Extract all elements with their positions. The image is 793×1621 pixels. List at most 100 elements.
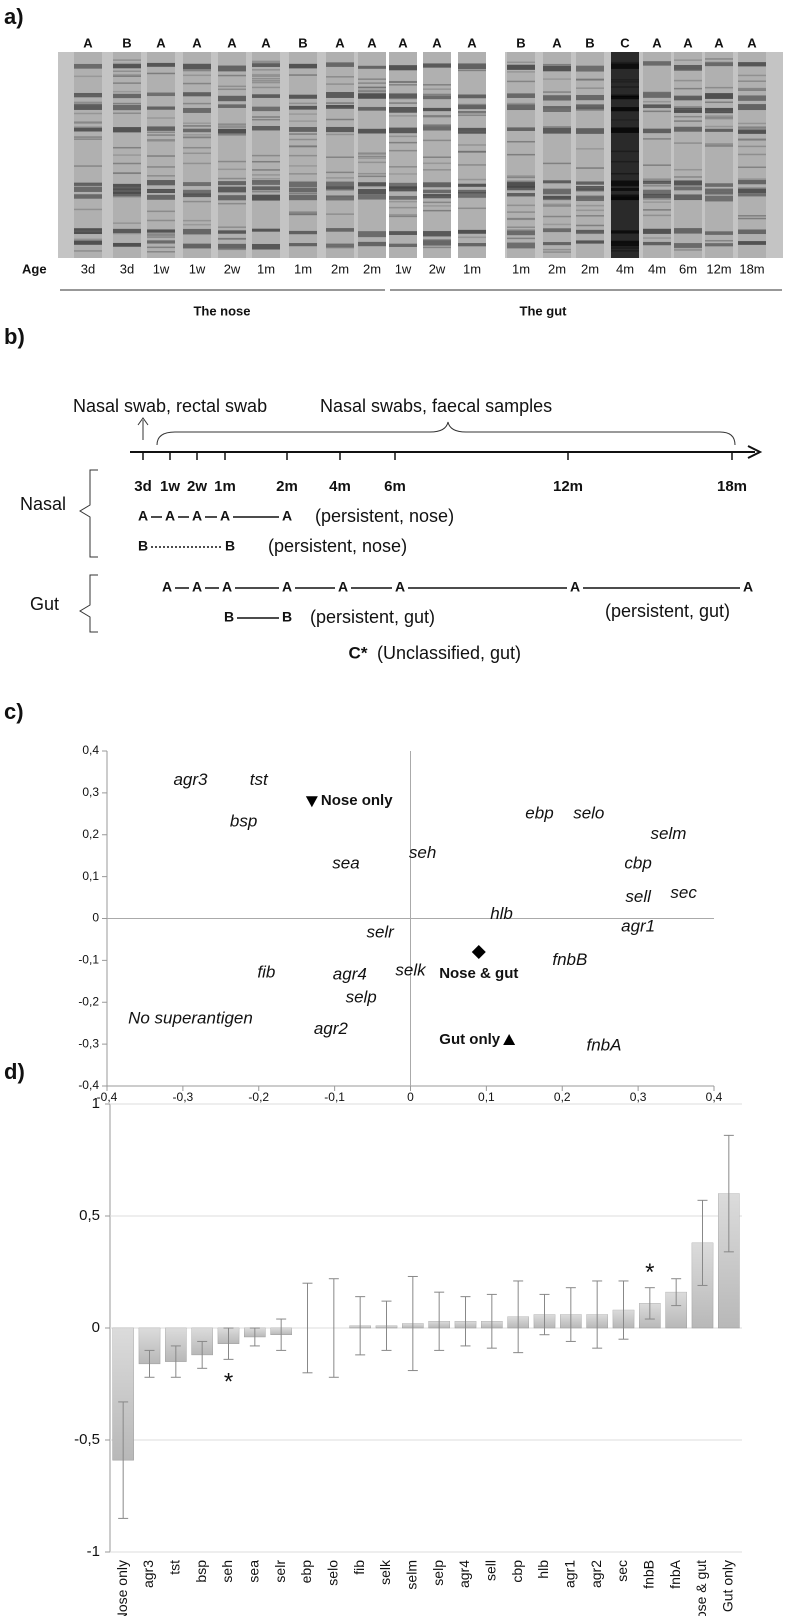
variable-label: cbp [624, 854, 651, 873]
gel-band [358, 195, 386, 200]
gel-band [507, 205, 535, 207]
gel-band [458, 184, 486, 187]
lane-age: 2w [224, 261, 241, 276]
gel-band [147, 155, 175, 157]
gel-band [289, 145, 317, 147]
gel-band [507, 65, 535, 70]
y-tick-label: 0,2 [82, 827, 99, 841]
gel-band [576, 79, 604, 81]
age-label: Age [22, 261, 47, 276]
strain: A [395, 579, 405, 595]
variable-label: sec [670, 883, 697, 902]
x-tick-label: selo [325, 1560, 341, 1586]
gel-band [326, 187, 354, 190]
gel-band [705, 62, 733, 64]
gel-band [738, 180, 766, 184]
gel-band [289, 173, 317, 175]
strain: A [743, 579, 753, 595]
gel-band [389, 244, 417, 247]
gel-band [113, 187, 141, 189]
gel-band [674, 59, 702, 61]
gel-band [74, 126, 102, 128]
gel-band [358, 78, 386, 80]
gel-band [358, 129, 386, 134]
figure: a) b) c) d) Age The nose The gut Nasal s… [0, 0, 793, 1616]
gel-band [458, 208, 486, 210]
gel-band [674, 130, 702, 132]
time-label: 1w [160, 478, 180, 495]
gel-band [611, 243, 639, 245]
gel-band [611, 250, 639, 252]
gel-band [389, 98, 417, 100]
bracket [80, 470, 98, 557]
gel-band [252, 155, 280, 157]
gel-band [74, 194, 102, 198]
x-tick-label: fnbA [667, 1559, 683, 1588]
gel-band [252, 244, 280, 250]
gel-band [705, 117, 733, 119]
gel-band [576, 181, 604, 184]
gel-band [183, 201, 211, 203]
gel-band [326, 103, 354, 105]
x-tick-label: selr [272, 1560, 288, 1583]
gel-band [458, 104, 486, 106]
sampling-label: Nasal swabs, faecal samples [320, 396, 552, 416]
gel-band [423, 247, 451, 249]
x-tick-label: selm [404, 1560, 420, 1590]
gel-band [507, 176, 535, 178]
gel-band [113, 196, 141, 198]
gel-band [183, 64, 211, 70]
gel-band [74, 239, 102, 241]
row-note: (persistent, nose) [268, 536, 407, 556]
x-tick-label: -0,3 [173, 1090, 194, 1104]
gel-band [543, 126, 571, 128]
gel-band [289, 74, 317, 76]
gel-band [218, 133, 246, 135]
gel-band [289, 213, 317, 215]
gel-band [218, 96, 246, 101]
gel-band [74, 240, 102, 244]
gel-band [543, 231, 571, 233]
gel-band [507, 229, 535, 231]
lane-age: 18m [739, 261, 764, 276]
gel-band [705, 144, 733, 146]
gel-band [611, 188, 639, 191]
gel-band [576, 148, 604, 150]
row-note: (persistent, gut) [310, 607, 435, 627]
gel-band [423, 140, 451, 142]
y-tick-label: -0,1 [78, 953, 99, 967]
lane-age: 6m [679, 261, 697, 276]
gel-band [147, 106, 175, 109]
x-tick-label: sea [246, 1560, 262, 1583]
lane-age: 2m [331, 261, 349, 276]
gel-band [576, 197, 604, 199]
gel-band [674, 180, 702, 185]
gel-band [358, 89, 386, 91]
gel-band [576, 186, 604, 191]
gel-band [389, 115, 417, 117]
gel-band [326, 107, 354, 109]
lane-type: A [156, 35, 166, 50]
gel-band [458, 190, 486, 192]
gel-band [611, 119, 639, 121]
gel-band [674, 142, 702, 144]
gel-band [543, 78, 571, 80]
gel-band [543, 66, 571, 72]
gel-band [738, 218, 766, 220]
gel-band [423, 190, 451, 194]
gel-band [705, 58, 733, 60]
lane-type: B [298, 35, 307, 50]
lane-age: 1w [153, 261, 170, 276]
gel-band [113, 163, 141, 165]
gel-band [289, 243, 317, 246]
gel-band [389, 136, 417, 138]
time-label: 2w [187, 478, 207, 495]
gel-band [358, 186, 386, 188]
y-tick-label: -0,2 [78, 994, 99, 1008]
gel-band [611, 79, 639, 81]
gel-band [289, 155, 317, 157]
gel-band [458, 243, 486, 246]
gel-band [326, 119, 354, 121]
gel-band [113, 105, 141, 110]
gel-band [643, 62, 671, 65]
